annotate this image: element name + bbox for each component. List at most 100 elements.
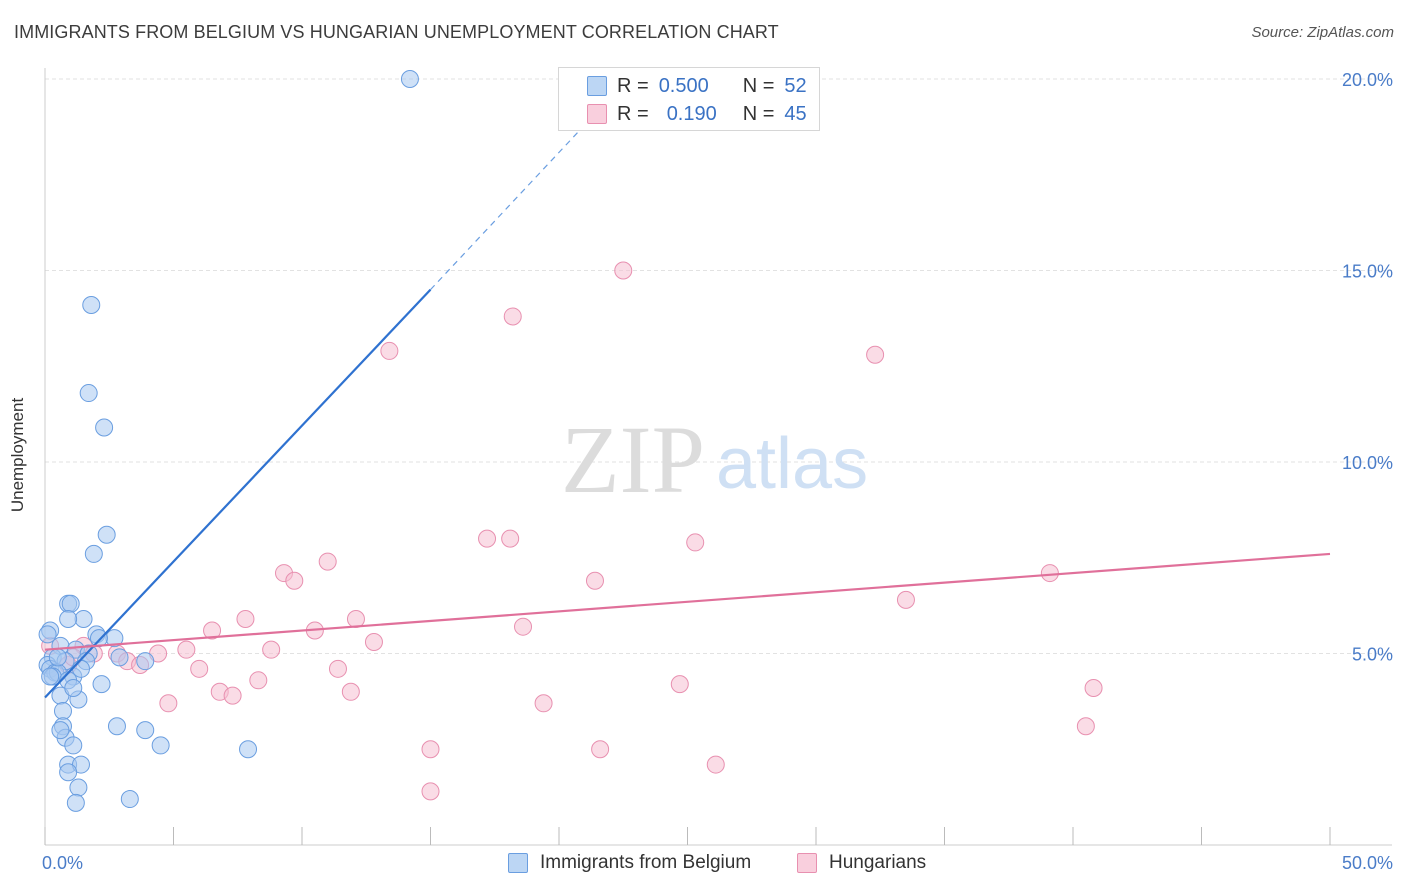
hungarians-point — [421, 782, 440, 801]
trendlines — [44, 124, 1331, 699]
legend-swatch-pink — [587, 104, 607, 124]
hungarians-point — [866, 345, 885, 364]
hungarians-point — [159, 694, 178, 713]
belgium-point — [120, 790, 139, 809]
legend-row-hungarians: R = 0.190 N = 45 — [559, 100, 807, 128]
hungarians-point — [177, 640, 196, 659]
legend-row-belgium: R = 0.500 N = 52 — [559, 72, 807, 100]
hungarians-point — [686, 533, 705, 552]
grid-lines — [45, 78, 1392, 654]
y-tick-label: 15.0% — [1342, 262, 1393, 282]
belgium-point — [239, 740, 258, 759]
watermark: ZIP atlas — [561, 406, 868, 513]
hungarians-point — [364, 633, 383, 652]
hungarians-point — [478, 529, 497, 548]
legend-swatch-blue — [508, 853, 528, 873]
legend-item-label: Immigrants from Belgium — [540, 852, 752, 873]
belgium-point — [41, 667, 60, 686]
correlation-legend: R = 0.500 N = 52 R = 0.190 N = 45 — [558, 67, 820, 131]
belgium-trendline — [44, 288, 432, 699]
belgium-point — [400, 70, 419, 88]
legend-r-label: R = — [617, 74, 649, 97]
hungarians-point — [318, 552, 337, 571]
hungarians-point — [706, 755, 725, 774]
hungarians-point — [262, 640, 281, 659]
hungarians-point — [585, 571, 604, 590]
series-legend: Immigrants from Belgium Hungarians — [0, 852, 1406, 878]
hungarians-point — [1076, 717, 1095, 736]
watermark-zip: ZIP — [561, 406, 705, 513]
hungarians-point — [190, 659, 209, 678]
hungarians-trendline — [44, 552, 1331, 651]
legend-item-hungarians[interactable]: Hungarians — [797, 852, 926, 874]
hungarians-point — [1040, 564, 1059, 583]
legend-n-value: 52 — [784, 74, 807, 97]
belgium-point — [71, 659, 90, 678]
legend-n-label: N = — [742, 74, 775, 97]
tick-labels: 5.0% 10.0% 15.0% 20.0% 0.0% 50.0% — [42, 70, 1393, 873]
hungarians-point — [380, 341, 399, 360]
hungarians-point — [285, 571, 304, 590]
belgium-point — [66, 793, 85, 812]
belgium-point — [74, 610, 93, 629]
y-tick-label: 5.0% — [1352, 645, 1393, 665]
hungarians-point — [501, 529, 520, 548]
hungarians-point — [614, 261, 633, 280]
legend-n-label: N = — [742, 102, 775, 125]
belgium-point — [53, 701, 72, 720]
belgium-point — [151, 736, 170, 755]
belgium-point — [136, 652, 155, 671]
hungarians-point — [534, 694, 553, 713]
hungarians-point — [896, 590, 915, 609]
belgium-point — [51, 721, 70, 740]
legend-r-value: 0.500 — [658, 74, 709, 97]
belgium-point — [92, 675, 111, 694]
hungarians-point — [670, 675, 689, 694]
hungarians-point — [328, 659, 347, 678]
belgium-point — [97, 525, 116, 544]
y-tick-label: 10.0% — [1342, 453, 1393, 473]
belgium-point — [59, 610, 78, 629]
legend-swatch-blue — [587, 76, 607, 96]
belgium-point — [59, 763, 78, 782]
belgium-point — [136, 721, 155, 740]
hungarians-point — [514, 617, 533, 636]
hungarians-points — [41, 261, 1103, 801]
legend-swatch-pink — [797, 853, 817, 873]
legend-item-belgium[interactable]: Immigrants from Belgium — [508, 852, 751, 874]
belgium-point — [48, 648, 67, 667]
chart-title: IMMIGRANTS FROM BELGIUM VS HUNGARIAN UNE… — [14, 22, 779, 42]
belgium-point — [69, 778, 88, 797]
belgium-point — [107, 717, 126, 736]
source-label: Source: ZipAtlas.com — [1251, 24, 1394, 41]
belgium-point — [61, 594, 80, 613]
legend-r-value: 0.190 — [666, 102, 717, 125]
hungarians-point — [591, 740, 610, 759]
belgium-point — [64, 736, 83, 755]
x-tick-label: 0.0% — [42, 853, 83, 873]
belgium-point — [95, 418, 114, 437]
hungarians-point — [203, 621, 222, 640]
hungarians-point — [1084, 678, 1103, 697]
legend-item-label: Hungarians — [829, 852, 927, 873]
axes — [44, 68, 1392, 846]
belgium-point — [64, 678, 83, 697]
belgium-point — [84, 544, 103, 563]
legend-r-label: R = — [617, 102, 649, 125]
hungarians-point — [503, 307, 522, 326]
belgium-trendline-extension — [430, 124, 586, 291]
belgium-point — [38, 625, 57, 644]
hungarians-point — [236, 610, 255, 629]
legend-n-value: 45 — [784, 102, 807, 125]
hungarians-point — [249, 671, 268, 690]
hungarians-point — [223, 686, 242, 705]
hungarians-point — [421, 740, 440, 759]
y-axis-label: Unemployment — [8, 397, 27, 513]
watermark-atlas: atlas — [716, 424, 868, 504]
belgium-point — [110, 648, 129, 667]
x-tick-label: 50.0% — [1342, 853, 1393, 873]
hungarians-point — [341, 682, 360, 701]
belgium-point — [82, 295, 101, 314]
y-tick-label: 20.0% — [1342, 70, 1393, 90]
